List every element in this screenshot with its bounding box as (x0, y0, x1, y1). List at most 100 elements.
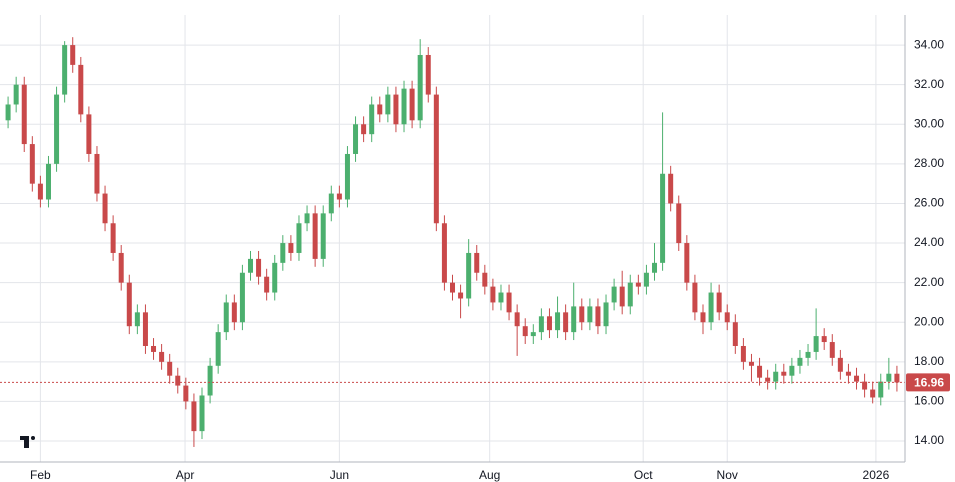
candle-body (449, 282, 456, 293)
candle-body (684, 243, 690, 283)
candle-body (482, 272, 488, 287)
candle-body (256, 258, 262, 277)
candle-body (498, 292, 504, 303)
candle-body (894, 373, 900, 383)
y-tick-label: 28.00 (914, 156, 944, 170)
candle-body (635, 282, 641, 287)
last-price-box (906, 373, 950, 392)
candle-body (611, 286, 617, 303)
candle-body (474, 252, 480, 273)
candle-body (377, 104, 383, 115)
y-tick-label: 16.00 (914, 394, 944, 408)
candle-body (546, 316, 552, 331)
y-tick-label: 26.00 (914, 196, 944, 210)
candle-body (837, 357, 843, 372)
logo (20, 436, 35, 448)
candle-body (732, 322, 738, 346)
candle-body (118, 252, 124, 283)
x-tick-label: Oct (634, 468, 653, 482)
candle-body (587, 306, 593, 323)
y-tick-label: 18.00 (914, 354, 944, 368)
candle-body (215, 332, 221, 366)
candle-body (757, 365, 763, 378)
candle-body (151, 345, 157, 352)
candle-body (506, 292, 512, 313)
candle-body (692, 282, 698, 313)
candle-body (571, 306, 577, 333)
candle-body (207, 365, 213, 396)
candle-body (643, 272, 649, 287)
candle-body (821, 336, 827, 343)
candle-body (142, 312, 148, 346)
candle-body (579, 306, 585, 323)
candle-body (716, 292, 722, 313)
y-tick-label: 20.00 (914, 314, 944, 328)
candle-body (344, 153, 350, 200)
candle-body (740, 345, 746, 362)
candle-body (336, 193, 342, 200)
candle-body (223, 302, 229, 333)
candle-body (369, 104, 375, 135)
candle-body (272, 262, 278, 293)
candle-body (417, 54, 423, 121)
candle-body (409, 88, 415, 121)
candle-body (829, 342, 835, 358)
candle-body (514, 312, 520, 327)
candle-body (676, 203, 682, 244)
candle-body (13, 84, 19, 105)
candle-body (247, 258, 253, 273)
candles (0, 37, 905, 447)
candle-body (441, 223, 447, 283)
x-tick-label: 2026 (863, 468, 890, 482)
candle-body (595, 306, 601, 327)
candle-body (563, 312, 569, 333)
candle-body (70, 45, 76, 65)
candle-body (668, 173, 674, 204)
candle-body (86, 114, 92, 154)
candle-body (231, 302, 237, 323)
candle-body (29, 144, 35, 184)
candle-body (773, 371, 779, 382)
candle-body (102, 193, 108, 224)
candle-body (199, 395, 205, 432)
candle-body (288, 243, 294, 253)
candle-body (361, 124, 367, 135)
candle-body (660, 173, 666, 263)
candle-body (304, 213, 310, 224)
candle-body (280, 243, 286, 263)
candle-body (191, 401, 197, 432)
candle-body (159, 351, 165, 362)
axes: 14.00 16.00 18.00 20.00 22.00 24.00 26.00 28.00… (30, 37, 950, 482)
x-tick-label: Aug (479, 468, 500, 482)
candle-body (110, 223, 116, 253)
y-tick-label: 34.00 (914, 37, 944, 51)
y-tick-label: 22.00 (914, 275, 944, 289)
candle-body (619, 286, 625, 307)
candle-body (393, 94, 399, 125)
candle-body (134, 312, 140, 327)
candle-body (555, 312, 561, 331)
x-tick-label: Feb (30, 468, 51, 482)
candle-body (870, 389, 876, 398)
candle-body (878, 381, 884, 398)
candle-body (603, 302, 609, 327)
candle-body (724, 312, 730, 323)
candle-body (54, 94, 60, 164)
candle-body (789, 365, 795, 376)
candle-body (21, 84, 27, 145)
candle-body (328, 193, 334, 214)
candle-body (37, 183, 43, 200)
candle-body (183, 385, 189, 402)
candle-body (264, 276, 270, 293)
candle-body (797, 357, 803, 366)
candle-body (530, 332, 536, 337)
candle-body (353, 124, 359, 154)
candle-body (78, 64, 84, 115)
candle-body (312, 213, 318, 259)
candle-body (805, 351, 811, 358)
candle-body (385, 94, 391, 115)
candle-body (94, 153, 100, 194)
candle-body (765, 377, 771, 382)
x-tick-label: Nov (717, 468, 738, 482)
candle-body (490, 286, 496, 303)
